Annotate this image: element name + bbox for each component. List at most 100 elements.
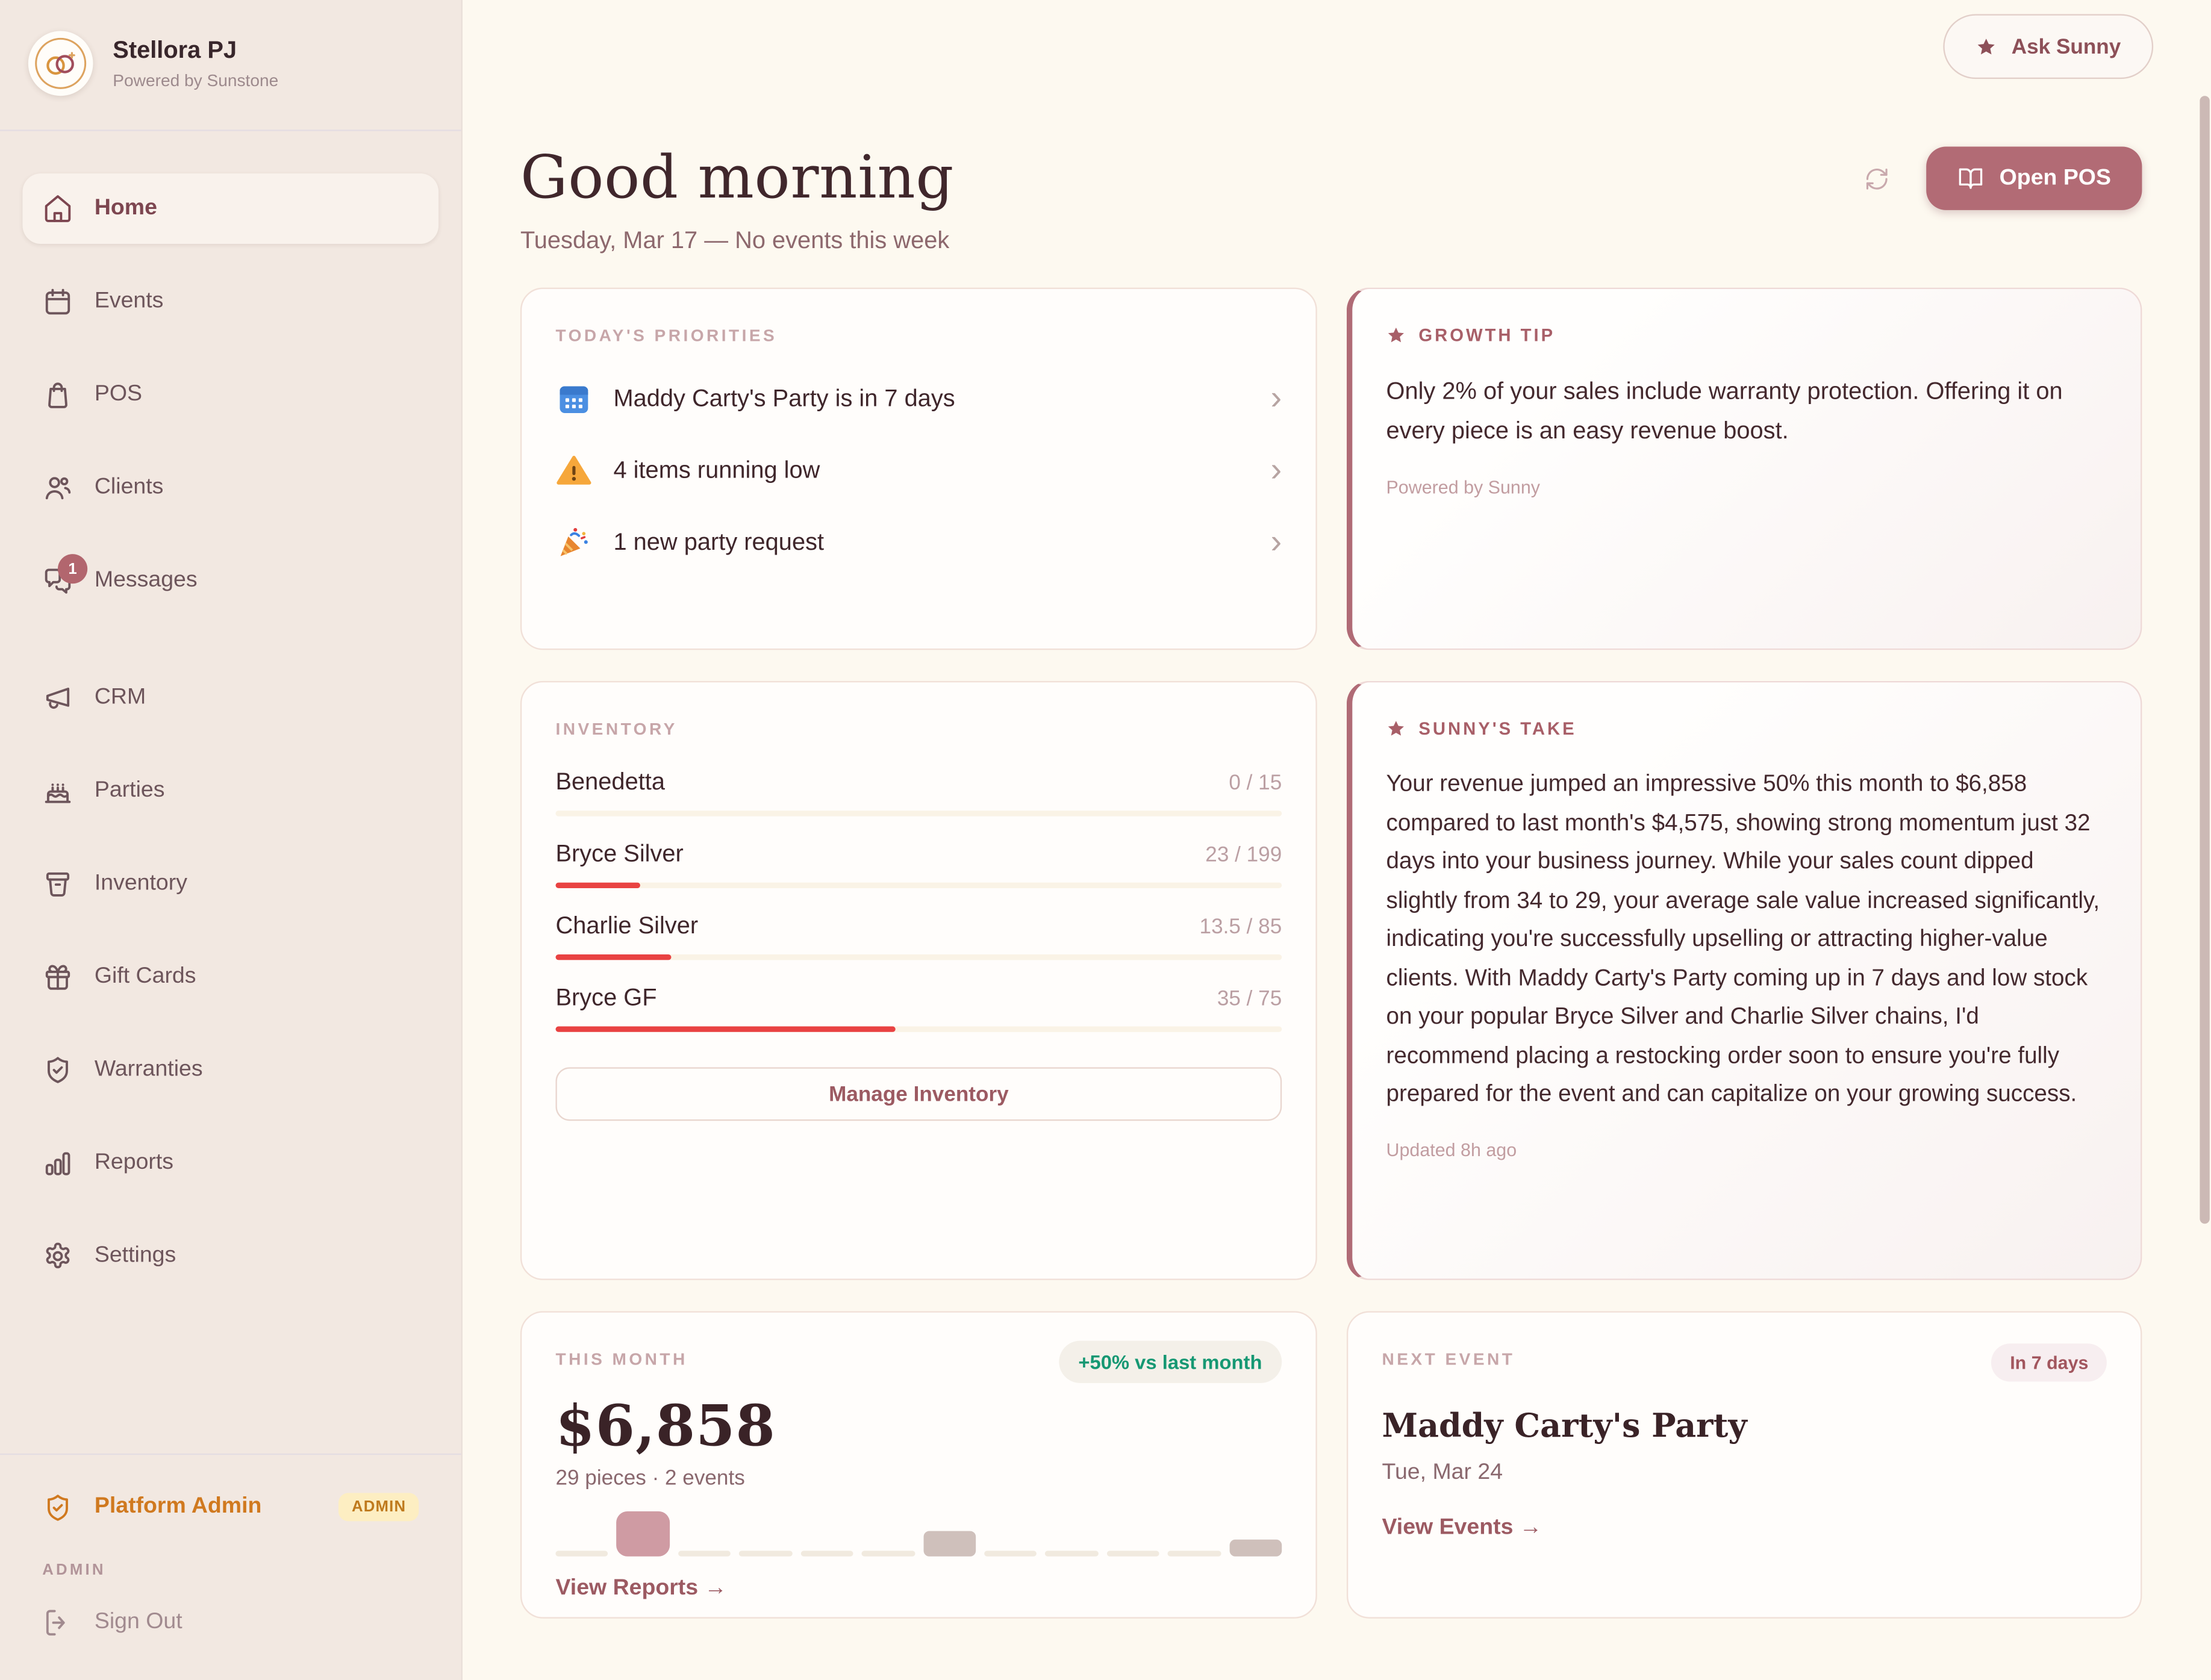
- cake-icon: [42, 776, 73, 807]
- sidebar-item-label: Reports: [94, 1150, 174, 1175]
- event-name: Maddy Carty's Party: [1382, 1407, 1747, 1445]
- growth-tip-card: GROWTH TIP Only 2% of your sales include…: [1346, 287, 2142, 650]
- event-date: Tue, Mar 24: [1382, 1460, 1503, 1485]
- shield-check-icon: [42, 1492, 73, 1523]
- inventory-item-count: 13.5 / 85: [1199, 915, 1282, 939]
- sidebar-item-clients[interactable]: Clients: [22, 453, 438, 523]
- revenue-mini-chart: [555, 1511, 1282, 1557]
- sidebar-nav: Home Events POS Clients 1 Messages CRM Pa…: [0, 131, 461, 1314]
- countdown-badge: In 7 days: [1991, 1343, 2107, 1382]
- sidebar-item-parties[interactable]: Parties: [22, 756, 438, 826]
- priorities-title: TODAY'S PRIORITIES: [555, 325, 778, 346]
- view-events-link[interactable]: View Events →: [1382, 1515, 1542, 1540]
- priority-item[interactable]: Maddy Carty's Party is in 7 days ›: [555, 381, 1282, 417]
- logout-icon: [42, 1607, 73, 1638]
- this-month-card: THIS MONTH +50% vs last month $6,858 29 …: [520, 1311, 1317, 1619]
- sidebar-item-gift-cards[interactable]: Gift Cards: [22, 942, 438, 1012]
- sidebar-item-messages[interactable]: 1 Messages: [22, 546, 438, 616]
- star-icon: [1386, 719, 1406, 739]
- inventory-item-count: 35 / 75: [1217, 986, 1282, 1011]
- refresh-icon[interactable]: [1864, 166, 1889, 191]
- ask-sunny-label: Ask Sunny: [2011, 34, 2121, 59]
- mini-chart-bar: [1106, 1551, 1160, 1557]
- shopping-bag-icon: [42, 379, 73, 411]
- next-event-card: NEXT EVENT In 7 days Maddy Carty's Party…: [1346, 1311, 2142, 1619]
- inventory-title: INVENTORY: [555, 719, 678, 739]
- priority-text: 1 new party request: [613, 528, 825, 556]
- sidebar-item-events[interactable]: Events: [22, 267, 438, 337]
- priority-item[interactable]: 4 items running low ›: [555, 453, 1282, 490]
- bin-icon: [42, 868, 73, 900]
- scrollbar-thumb[interactable]: [2200, 96, 2210, 1224]
- admin-badge: ADMIN: [338, 1493, 419, 1522]
- party-emoji-icon: [555, 524, 592, 561]
- stock-progress-fill: [555, 1026, 895, 1032]
- calendar-icon: [42, 286, 73, 317]
- sidebar-divider: [0, 129, 461, 131]
- priority-text: Maddy Carty's Party is in 7 days: [613, 385, 955, 412]
- sunnys-take-title: SUNNY'S TAKE: [1418, 719, 1577, 739]
- inventory-card: INVENTORY Benedetta 0 / 15 Bryce Silver …: [520, 680, 1317, 1280]
- this-month-title: THIS MONTH: [555, 1349, 688, 1369]
- growth-tip-body: Only 2% of your sales include warranty p…: [1386, 378, 2063, 445]
- brand: Stellora PJ Powered by Sunstone: [0, 0, 461, 129]
- priority-item[interactable]: 1 new party request ›: [555, 524, 1282, 561]
- inventory-row: Bryce Silver 23 / 199: [555, 840, 1282, 889]
- star-icon: [1386, 326, 1406, 346]
- chat-icon: 1: [42, 554, 88, 597]
- main-content: Ask Sunny Good morning Open POS Tuesday,…: [463, 0, 2211, 1680]
- open-pos-button[interactable]: Open POS: [1926, 146, 2142, 210]
- sidebar-item-label: Gift Cards: [94, 964, 196, 989]
- sunnys-take-footer: Updated 8h ago: [1386, 1139, 1517, 1160]
- revenue-amount: $6,858: [555, 1393, 776, 1460]
- mini-chart-bar: [555, 1551, 609, 1557]
- house-icon: [42, 193, 73, 225]
- sunnys-take-card: SUNNY'S TAKE Your revenue jumped an impr…: [1346, 680, 2142, 1280]
- sign-out-button[interactable]: Sign Out: [22, 1590, 438, 1655]
- ask-sunny-button[interactable]: Ask Sunny: [1944, 14, 2154, 79]
- mini-chart-bar: [984, 1551, 1037, 1557]
- bar-chart-icon: [42, 1148, 73, 1179]
- growth-tip-title: GROWTH TIP: [1418, 325, 1556, 346]
- stock-progress-track: [555, 1026, 1282, 1032]
- megaphone-icon: [42, 682, 73, 714]
- inventory-item-name: Benedetta: [555, 768, 665, 795]
- gift-icon: [42, 962, 73, 993]
- brand-rings-logo-icon: [28, 31, 93, 96]
- priority-text: 4 items running low: [613, 456, 820, 484]
- page-subtitle: Tuesday, Mar 17 — No events this week: [520, 226, 950, 254]
- admin-section-label: ADMIN: [42, 1562, 106, 1579]
- chevron-right-icon: ›: [1270, 379, 1282, 418]
- sidebar-item-crm[interactable]: CRM: [22, 662, 438, 733]
- stock-progress-track: [555, 882, 1282, 889]
- star-icon: [1976, 36, 1997, 57]
- sidebar-item-label: POS: [94, 382, 142, 406]
- chevron-right-icon: ›: [1270, 523, 1282, 561]
- sidebar: Stellora PJ Powered by Sunstone Home Eve…: [0, 0, 463, 1680]
- sidebar-item-platform-admin[interactable]: Platform Admin ADMIN: [22, 1475, 438, 1540]
- stock-progress-track: [555, 954, 1282, 960]
- sidebar-item-settings[interactable]: Settings: [22, 1221, 438, 1292]
- sidebar-item-label: CRM: [94, 685, 146, 709]
- sidebar-item-label: Inventory: [94, 871, 187, 895]
- app-tagline: Powered by Sunstone: [113, 70, 279, 90]
- book-open-icon: [1957, 165, 1983, 191]
- platform-admin-label: Platform Admin: [94, 1494, 262, 1519]
- sidebar-item-label: Events: [94, 288, 164, 313]
- sidebar-item-home[interactable]: Home: [22, 173, 439, 244]
- sidebar-item-reports[interactable]: Reports: [22, 1128, 438, 1198]
- next-event-title: NEXT EVENT: [1382, 1349, 1515, 1369]
- sidebar-item-pos[interactable]: POS: [22, 359, 438, 430]
- sidebar-item-label: Home: [94, 196, 157, 220]
- mini-chart-bar: [1229, 1539, 1282, 1557]
- sunnys-take-body: Your revenue jumped an impressive 50% th…: [1386, 771, 2100, 1107]
- sidebar-item-inventory[interactable]: Inventory: [22, 848, 438, 919]
- view-reports-link[interactable]: View Reports →: [555, 1576, 727, 1601]
- sidebar-bottom: Platform Admin ADMIN ADMIN Sign Out: [0, 1453, 461, 1680]
- app-title: Stellora PJ: [113, 37, 237, 64]
- sidebar-item-warranties[interactable]: Warranties: [22, 1035, 438, 1106]
- stock-progress-fill: [555, 882, 640, 889]
- inventory-row: Benedetta 0 / 15: [555, 768, 1282, 817]
- sidebar-item-label: Warranties: [94, 1057, 203, 1081]
- manage-inventory-button[interactable]: Manage Inventory: [555, 1067, 1282, 1121]
